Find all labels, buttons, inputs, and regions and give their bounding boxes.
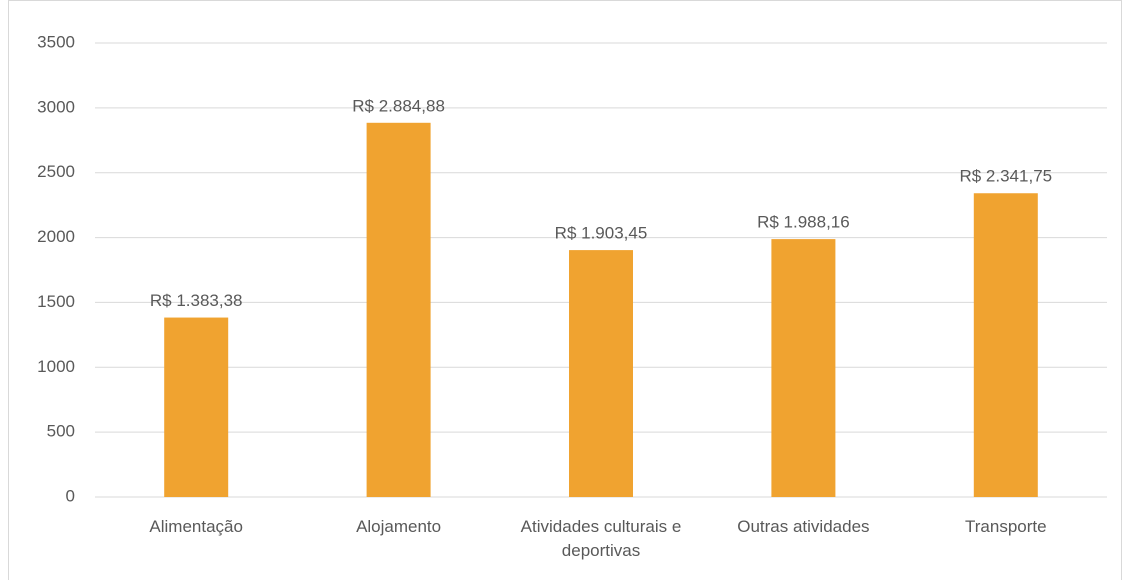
- y-tick-label: 2500: [37, 162, 75, 181]
- data-label: R$ 2.341,75: [959, 167, 1052, 186]
- y-tick-label: 500: [47, 422, 75, 441]
- y-tick-label: 1000: [37, 357, 75, 376]
- y-tick-label: 3000: [37, 97, 75, 116]
- y-tick-label: 1500: [37, 292, 75, 311]
- data-label: R$ 1.903,45: [555, 224, 648, 243]
- y-tick-label: 2000: [37, 227, 75, 246]
- data-label: R$ 1.988,16: [757, 213, 850, 232]
- bar: [771, 239, 836, 497]
- x-tick-label: Outras atividades: [737, 517, 870, 536]
- x-tick-label: Alimentação: [149, 517, 243, 536]
- bar: [366, 122, 431, 497]
- bar: [973, 193, 1038, 497]
- x-tick-label: Transporte: [965, 517, 1047, 536]
- x-tick-label: Atividades culturais e deportivas: [520, 517, 682, 560]
- data-label: R$ 1.383,38: [150, 291, 243, 310]
- bar: [569, 250, 633, 497]
- y-tick-label: 3500: [37, 32, 75, 51]
- bar: [164, 317, 229, 497]
- x-tick-label: Alojamento: [356, 517, 442, 536]
- data-label: R$ 2.884,88: [352, 96, 445, 115]
- y-tick-label: 0: [66, 486, 75, 505]
- chart-border: [8, 0, 1122, 580]
